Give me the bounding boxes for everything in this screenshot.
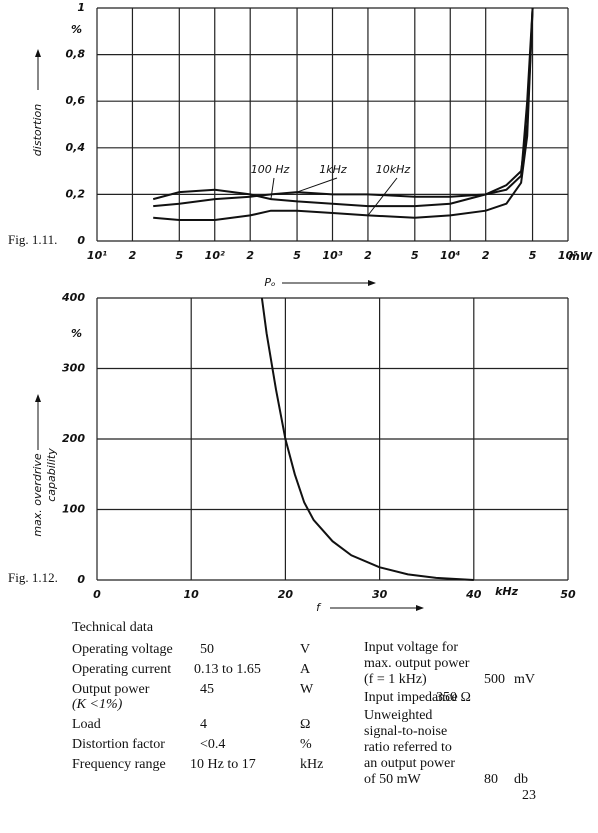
x-tick-label: 2 — [482, 249, 490, 262]
row-value: 4 — [200, 717, 207, 732]
figure-label: Fig. 1.11. — [8, 232, 58, 247]
row-label: ratio referred to — [364, 740, 452, 755]
x-tick-label: 2 — [364, 249, 372, 262]
x-axis-title: Pₒ — [264, 276, 276, 289]
y-tick-label: 400 — [61, 291, 85, 304]
y-tick-label: 200 — [62, 432, 85, 445]
x-tick-label: 5 — [175, 249, 183, 262]
y-axis-title: max. overdrive — [31, 453, 44, 537]
curve — [152, 7, 534, 208]
y-tick-label: 0,6 — [66, 94, 86, 107]
y-tick-label: 0 — [77, 234, 85, 247]
x-tick-label: 40 — [465, 588, 482, 601]
row-label: of 50 mW — [364, 772, 421, 787]
row-label: Operating current — [72, 662, 172, 677]
row-unit: Ω — [300, 717, 311, 732]
table-title: Technical data — [72, 620, 154, 635]
figures: 10¹ 2 5 10² 2 5 10³ 2 5 10⁴ 2 5 10⁵ 0 0,2 0,4 0,6 0,8 1% mW… — [31, 1, 593, 614]
row-value: 50 — [200, 642, 214, 657]
x-tick-label: 30 — [372, 588, 388, 601]
row-unit: W — [300, 682, 314, 697]
row-note: (K <1%) — [72, 697, 123, 712]
row-label: an output power — [364, 756, 455, 771]
row-value: 45 — [200, 682, 214, 697]
x-tick-label: 10⁴ — [440, 249, 460, 262]
y-tick-label: 0,4 — [66, 141, 86, 154]
row-label: Frequency range — [72, 757, 166, 772]
y-axis-title: capability — [45, 448, 58, 502]
row-value: 350 Ω — [436, 690, 471, 705]
row-value: 80 — [484, 772, 498, 787]
x-unit: kHz — [495, 585, 519, 598]
row-value: 10 Hz to 17 — [190, 757, 256, 772]
y-tick-label: 300 — [62, 362, 85, 375]
x-tick-label: 5 — [411, 249, 419, 262]
row-unit: V — [300, 642, 311, 657]
x-tick-label: 10 — [184, 588, 200, 601]
x-tick-label: 5 — [529, 249, 537, 262]
figure-label: Fig. 1.12. — [8, 570, 58, 585]
leader-line — [296, 177, 338, 193]
row-label: max. output power — [364, 656, 470, 671]
row-unit: db — [514, 772, 528, 787]
y-tick-label: 0,2 — [66, 187, 86, 200]
leader-line — [270, 177, 275, 200]
row-value: 500 — [484, 672, 505, 687]
curve — [153, 7, 534, 208]
series-label: 1kHz — [319, 163, 347, 176]
x-unit: mW — [568, 250, 592, 263]
row-label: Load — [72, 717, 101, 732]
row-label: (f = 1 kHz) — [364, 672, 427, 687]
x-axis-title: f — [316, 601, 322, 614]
series-label: 10kHz — [376, 163, 411, 176]
page-number: 23 — [522, 788, 536, 803]
x-tick-label: 10² — [205, 249, 225, 262]
y-tick-label: 100 — [62, 503, 85, 516]
x-tick-label: 10¹ — [87, 249, 107, 262]
x-tick-label: 20 — [278, 588, 294, 601]
curve — [260, 297, 474, 581]
series-label: 100 Hz — [251, 163, 290, 176]
row-label: Operating voltage — [72, 642, 173, 657]
row-value: 0.13 to 1.65 — [194, 662, 261, 677]
row-label: Distortion factor — [72, 737, 165, 752]
row-unit: A — [300, 662, 311, 677]
row-label: Input voltage for — [364, 640, 459, 655]
row-unit: kHz — [300, 757, 324, 772]
leader-line — [367, 177, 398, 216]
x-tick-label: 50 — [560, 588, 576, 601]
y-unit: % — [71, 327, 82, 340]
row-value: <0.4 — [200, 737, 226, 752]
row-label: Unweighted — [364, 708, 433, 723]
x-tick-label: 2 — [246, 249, 254, 262]
y-axis-title: distortion — [31, 104, 44, 156]
row-label: Output power — [72, 682, 150, 697]
y-tick-label: 0,8 — [66, 48, 86, 61]
row-unit: % — [300, 737, 312, 752]
x-tick-label: 2 — [129, 249, 137, 262]
row-label: signal-to-noise — [364, 724, 448, 739]
curve — [153, 7, 534, 221]
y-tick-label: 1 — [77, 1, 85, 14]
row-label: Input impedance — [364, 690, 458, 705]
x-tick-label: 5 — [293, 249, 301, 262]
y-unit: % — [71, 23, 82, 36]
row-unit: mV — [514, 672, 535, 687]
x-tick-label: 10³ — [322, 249, 342, 262]
x-tick-label: 0 — [93, 588, 101, 601]
y-tick-label: 0 — [77, 573, 85, 586]
x-tick-label: 10⁵ — [558, 249, 578, 262]
